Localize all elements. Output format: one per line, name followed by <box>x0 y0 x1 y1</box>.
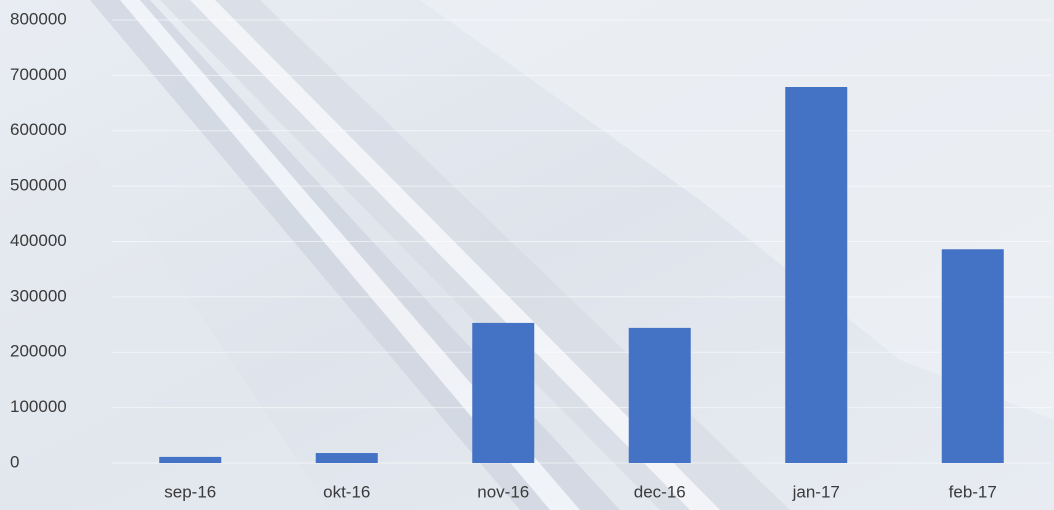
y-tick-label: 200000 <box>10 342 67 361</box>
x-tick-label: nov-16 <box>477 482 529 501</box>
x-tick-label: dec-16 <box>634 482 686 501</box>
y-tick-label: 500000 <box>10 176 67 195</box>
y-tick-label: 100000 <box>10 397 67 416</box>
bar <box>785 87 847 463</box>
bar <box>629 328 691 463</box>
y-tick-label: 0 <box>10 452 19 471</box>
y-tick-label: 800000 <box>10 9 67 28</box>
bar <box>472 323 534 463</box>
y-tick-label: 300000 <box>10 286 67 305</box>
bar <box>159 457 221 463</box>
bar <box>942 249 1004 463</box>
y-tick-label: 700000 <box>10 65 67 84</box>
x-tick-label: sep-16 <box>164 482 216 501</box>
x-tick-label: jan-17 <box>792 482 840 501</box>
x-tick-label: okt-16 <box>323 482 370 501</box>
x-tick-label: feb-17 <box>949 482 997 501</box>
bar <box>316 453 378 463</box>
y-tick-label: 600000 <box>10 120 67 139</box>
y-tick-label: 400000 <box>10 231 67 250</box>
chart: 0 100000 200000 300000 400000 500000 600000 700… <box>0 0 1054 510</box>
